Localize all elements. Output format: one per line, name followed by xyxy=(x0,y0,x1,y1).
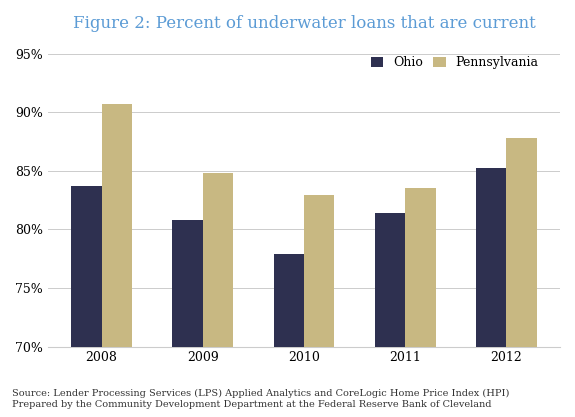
Title: Figure 2: Percent of underwater loans that are current: Figure 2: Percent of underwater loans th… xyxy=(72,15,535,32)
Bar xyxy=(274,254,304,417)
Bar xyxy=(304,196,334,417)
Bar xyxy=(71,186,102,417)
Bar xyxy=(203,173,233,417)
Bar xyxy=(375,213,405,417)
Bar xyxy=(405,188,435,417)
Legend: Ohio, Pennsylvania: Ohio, Pennsylvania xyxy=(366,51,543,74)
Bar xyxy=(102,104,132,417)
Bar xyxy=(476,168,507,417)
Bar xyxy=(172,220,203,417)
Text: Source: Lender Processing Services (LPS) Applied Analytics and CoreLogic Home Pr: Source: Lender Processing Services (LPS)… xyxy=(12,389,509,409)
Bar xyxy=(507,138,536,417)
